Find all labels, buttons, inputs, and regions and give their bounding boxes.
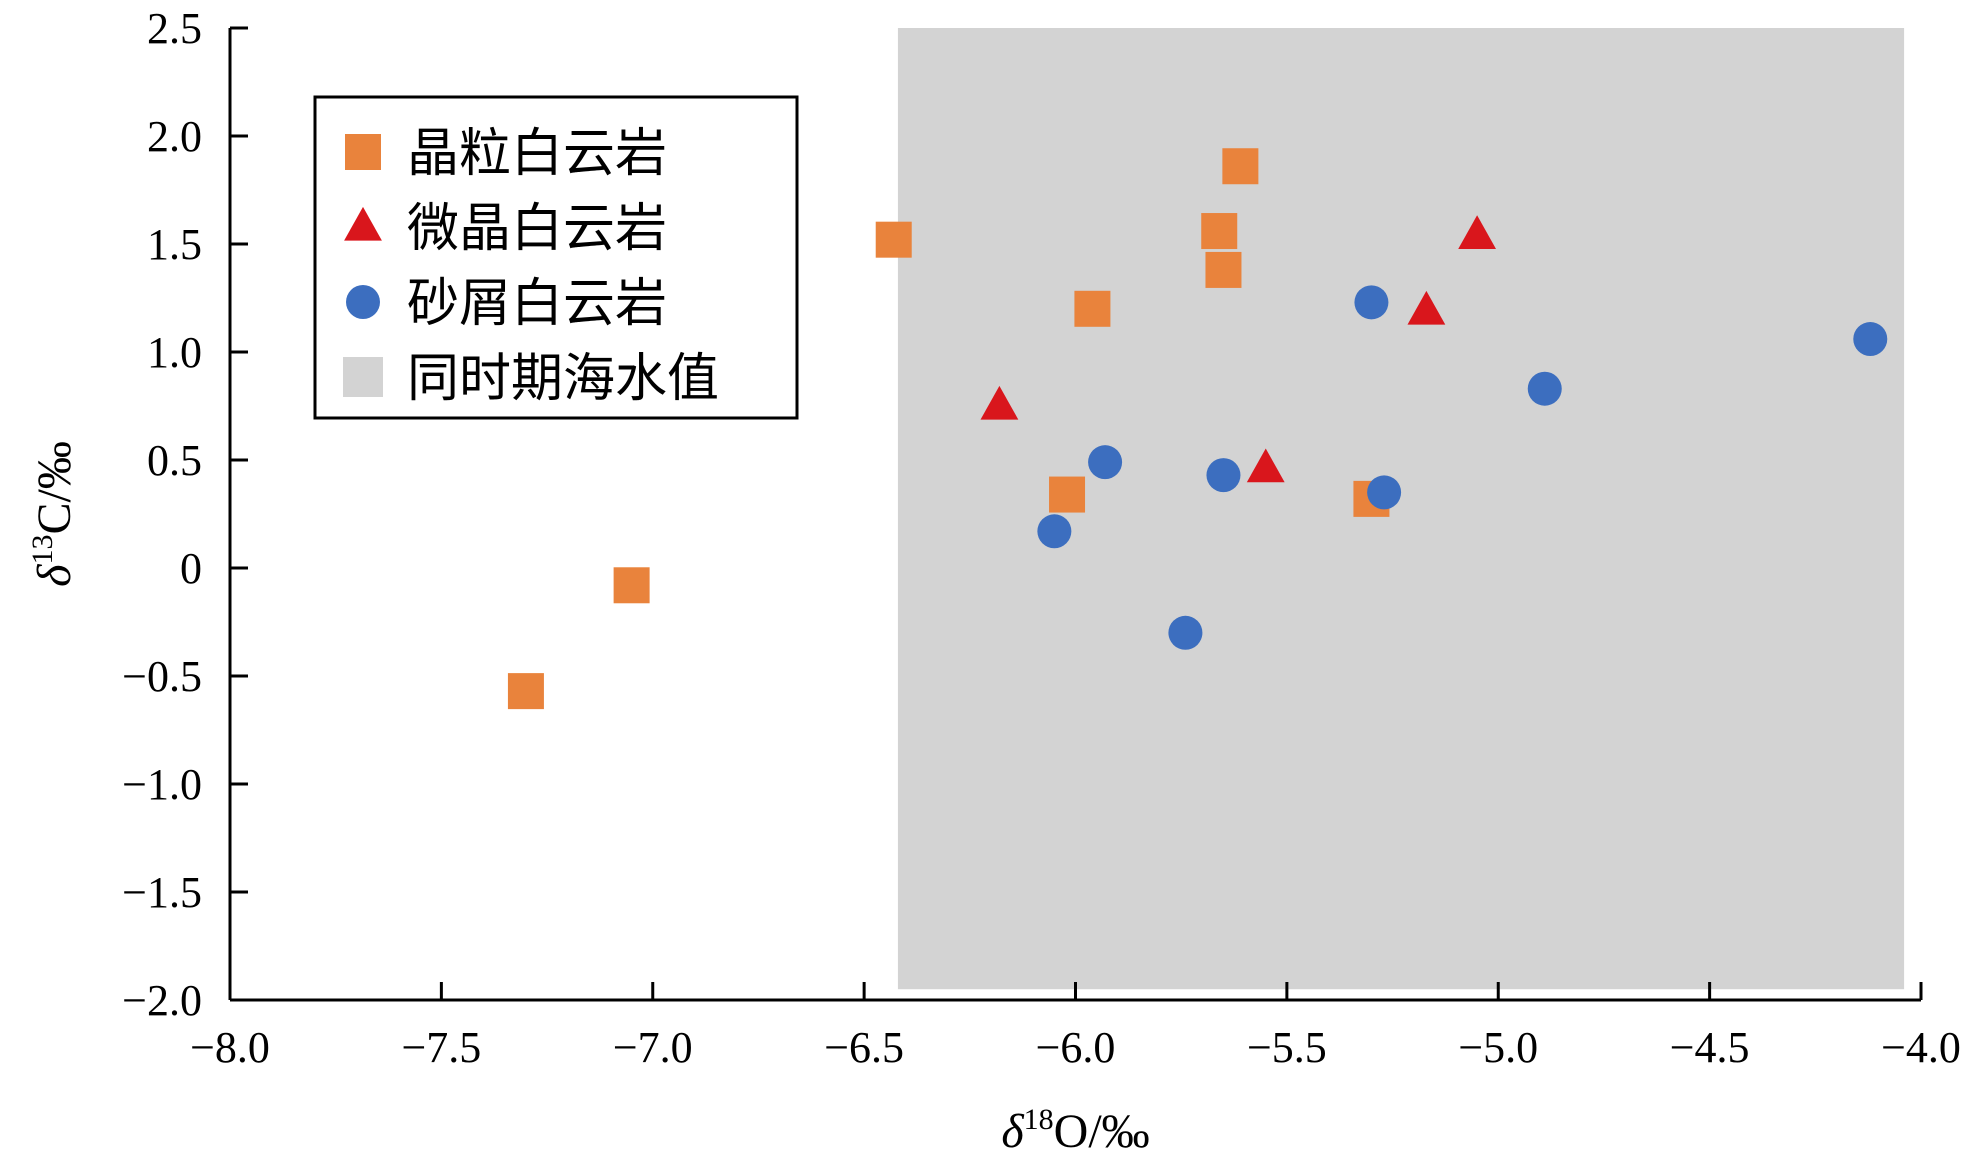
legend-label-2: 砂屑白云岩 xyxy=(407,274,667,334)
point-square-0-3 xyxy=(1074,290,1111,327)
legend-box xyxy=(313,95,799,420)
point-square-0-7 xyxy=(1222,148,1259,185)
point-circle-2-0 xyxy=(1037,514,1072,549)
x-tick-label-1: −7.5 xyxy=(401,1023,481,1072)
x-tick-label-0: −8.0 xyxy=(190,1023,270,1072)
y-tick-label-9: −2.0 xyxy=(122,976,202,1025)
axes-layer: −8.0 −7.5 −7.0 −6.5 −6.0 −5.5 −5.0 −4.5 −4.0 2.5 2… xyxy=(26,4,1961,1158)
x-tick-label-2: −7.0 xyxy=(613,1023,693,1072)
legend-label-0: 晶粒白云岩 xyxy=(407,124,667,184)
legend-label-1: 微晶白云岩 xyxy=(407,199,667,259)
legend-marker-1 xyxy=(344,206,382,241)
point-circle-2-3 xyxy=(1206,458,1241,493)
point-triangle-1-1 xyxy=(1246,448,1285,483)
y-axis-title: δ13C/‰ xyxy=(26,441,81,587)
x-tick-label-7: −4.5 xyxy=(1670,1023,1750,1072)
point-triangle-1-2 xyxy=(1407,290,1446,325)
x-tick-label-6: −5.0 xyxy=(1458,1023,1538,1072)
point-square-0-1 xyxy=(613,567,650,604)
point-square-0-6 xyxy=(1205,251,1242,288)
seawater-region xyxy=(897,28,1905,990)
point-circle-2-7 xyxy=(1853,322,1888,357)
point-triangle-1-0 xyxy=(980,385,1019,420)
point-circle-2-5 xyxy=(1367,475,1402,510)
point-circle-2-2 xyxy=(1168,615,1203,650)
point-circle-2-4 xyxy=(1354,285,1389,320)
point-square-0-5 xyxy=(1201,213,1238,250)
y-tick-label-6: −0.5 xyxy=(122,652,202,701)
point-square-0-0 xyxy=(507,673,544,710)
x-tick-label-5: −5.5 xyxy=(1247,1023,1327,1072)
x-tick-label-3: −6.5 xyxy=(824,1023,904,1072)
y-tick-label-5: 0 xyxy=(180,544,202,593)
point-circle-2-1 xyxy=(1088,445,1123,480)
y-tick-label-2: 1.5 xyxy=(147,220,202,269)
y-tick-label-8: −1.5 xyxy=(122,868,202,917)
legend-marker-0 xyxy=(345,134,381,170)
point-square-0-4 xyxy=(1049,476,1086,513)
y-tick-label-1: 2.0 xyxy=(147,112,202,161)
x-axis-title: δ18O/‰ xyxy=(1001,1103,1149,1158)
legend-marker-2 xyxy=(346,285,380,319)
x-tick-label-4: −6.0 xyxy=(1036,1023,1116,1072)
point-circle-2-6 xyxy=(1527,371,1562,406)
legend-marker-3 xyxy=(343,357,383,397)
y-tick-label-4: 0.5 xyxy=(147,436,202,485)
legend-label-3: 同时期海水值 xyxy=(407,349,719,409)
seawater-region-layer xyxy=(897,28,1905,990)
x-tick-label-8: −4.0 xyxy=(1881,1023,1961,1072)
point-square-0-2 xyxy=(875,221,912,258)
data-points-layer xyxy=(507,148,1888,710)
y-tick-label-3: 1.0 xyxy=(147,328,202,377)
point-triangle-1-3 xyxy=(1458,215,1497,249)
y-tick-label-0: 2.5 xyxy=(147,4,202,53)
y-tick-label-7: −1.0 xyxy=(122,760,202,809)
